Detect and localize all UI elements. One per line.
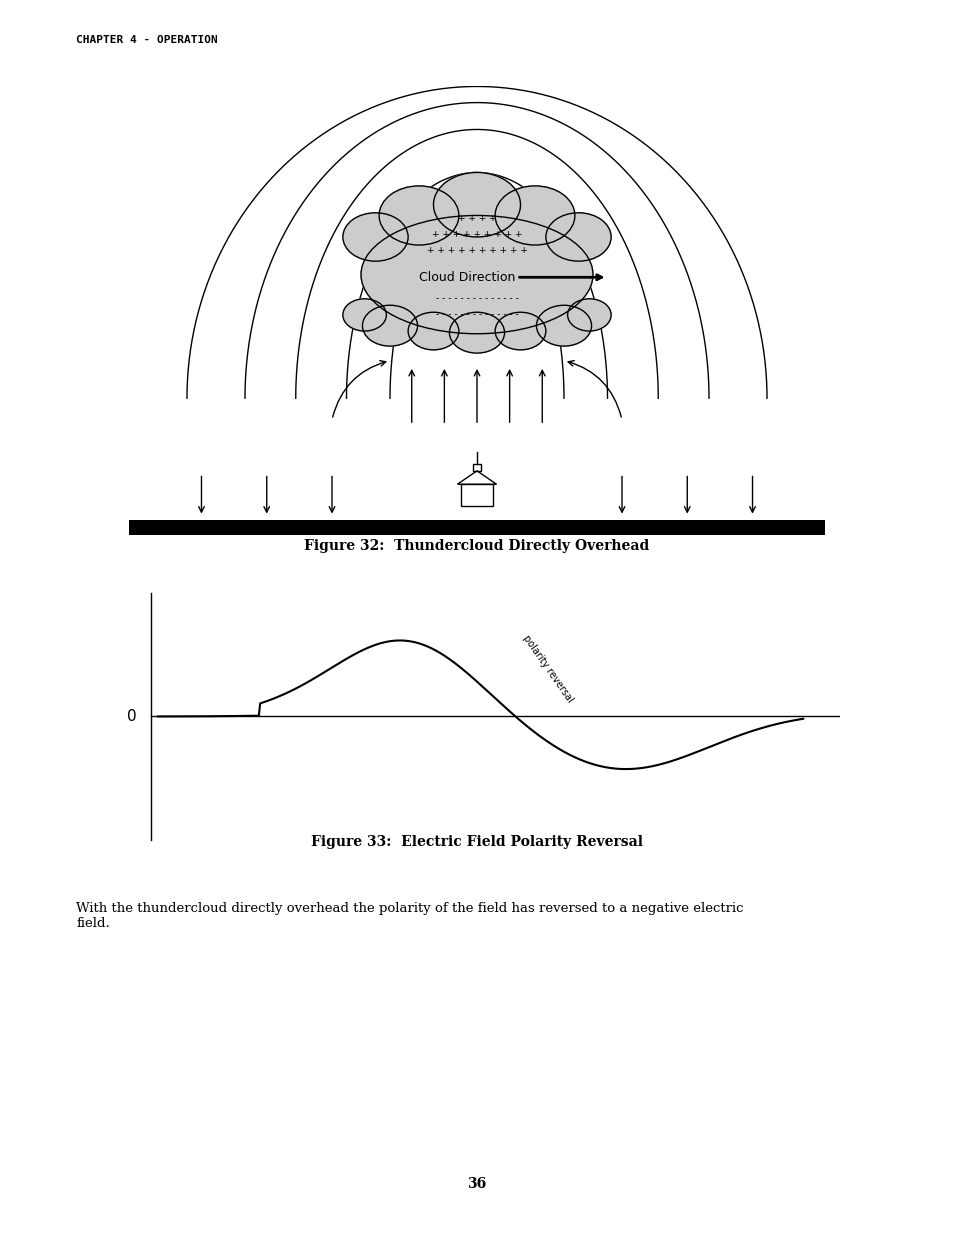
Circle shape — [495, 312, 545, 350]
Text: CHAPTER 4 - OPERATION: CHAPTER 4 - OPERATION — [76, 36, 218, 46]
Text: + + + + + + + + + +: + + + + + + + + + + — [426, 246, 527, 254]
Text: + + + + + + + + +: + + + + + + + + + — [432, 230, 521, 238]
Text: 0: 0 — [127, 709, 136, 724]
FancyBboxPatch shape — [129, 520, 824, 535]
Ellipse shape — [360, 215, 593, 333]
Text: Cloud Direction: Cloud Direction — [418, 270, 601, 284]
Circle shape — [362, 305, 417, 346]
Text: 36: 36 — [467, 1177, 486, 1191]
Text: - - - - - - - - - - - - - -: - - - - - - - - - - - - - - — [436, 310, 517, 320]
Circle shape — [567, 299, 611, 331]
Text: Figure 32:  Thundercloud Directly Overhead: Figure 32: Thundercloud Directly Overhea… — [304, 538, 649, 552]
Circle shape — [378, 186, 458, 245]
Circle shape — [449, 312, 504, 353]
Text: With the thundercloud directly overhead the polarity of the field has reversed t: With the thundercloud directly overhead … — [76, 902, 743, 930]
Text: + + + +: + + + + — [457, 214, 496, 222]
Text: Figure 33:  Electric Field Polarity Reversal: Figure 33: Electric Field Polarity Rever… — [311, 835, 642, 848]
Circle shape — [536, 305, 591, 346]
Circle shape — [342, 299, 386, 331]
Text: polarity reversal: polarity reversal — [520, 632, 574, 704]
Circle shape — [495, 186, 575, 245]
Text: - - - - - - - - - - - - - -: - - - - - - - - - - - - - - — [436, 294, 517, 304]
Circle shape — [433, 173, 520, 237]
Circle shape — [545, 212, 611, 261]
Circle shape — [342, 212, 408, 261]
Circle shape — [408, 312, 458, 350]
